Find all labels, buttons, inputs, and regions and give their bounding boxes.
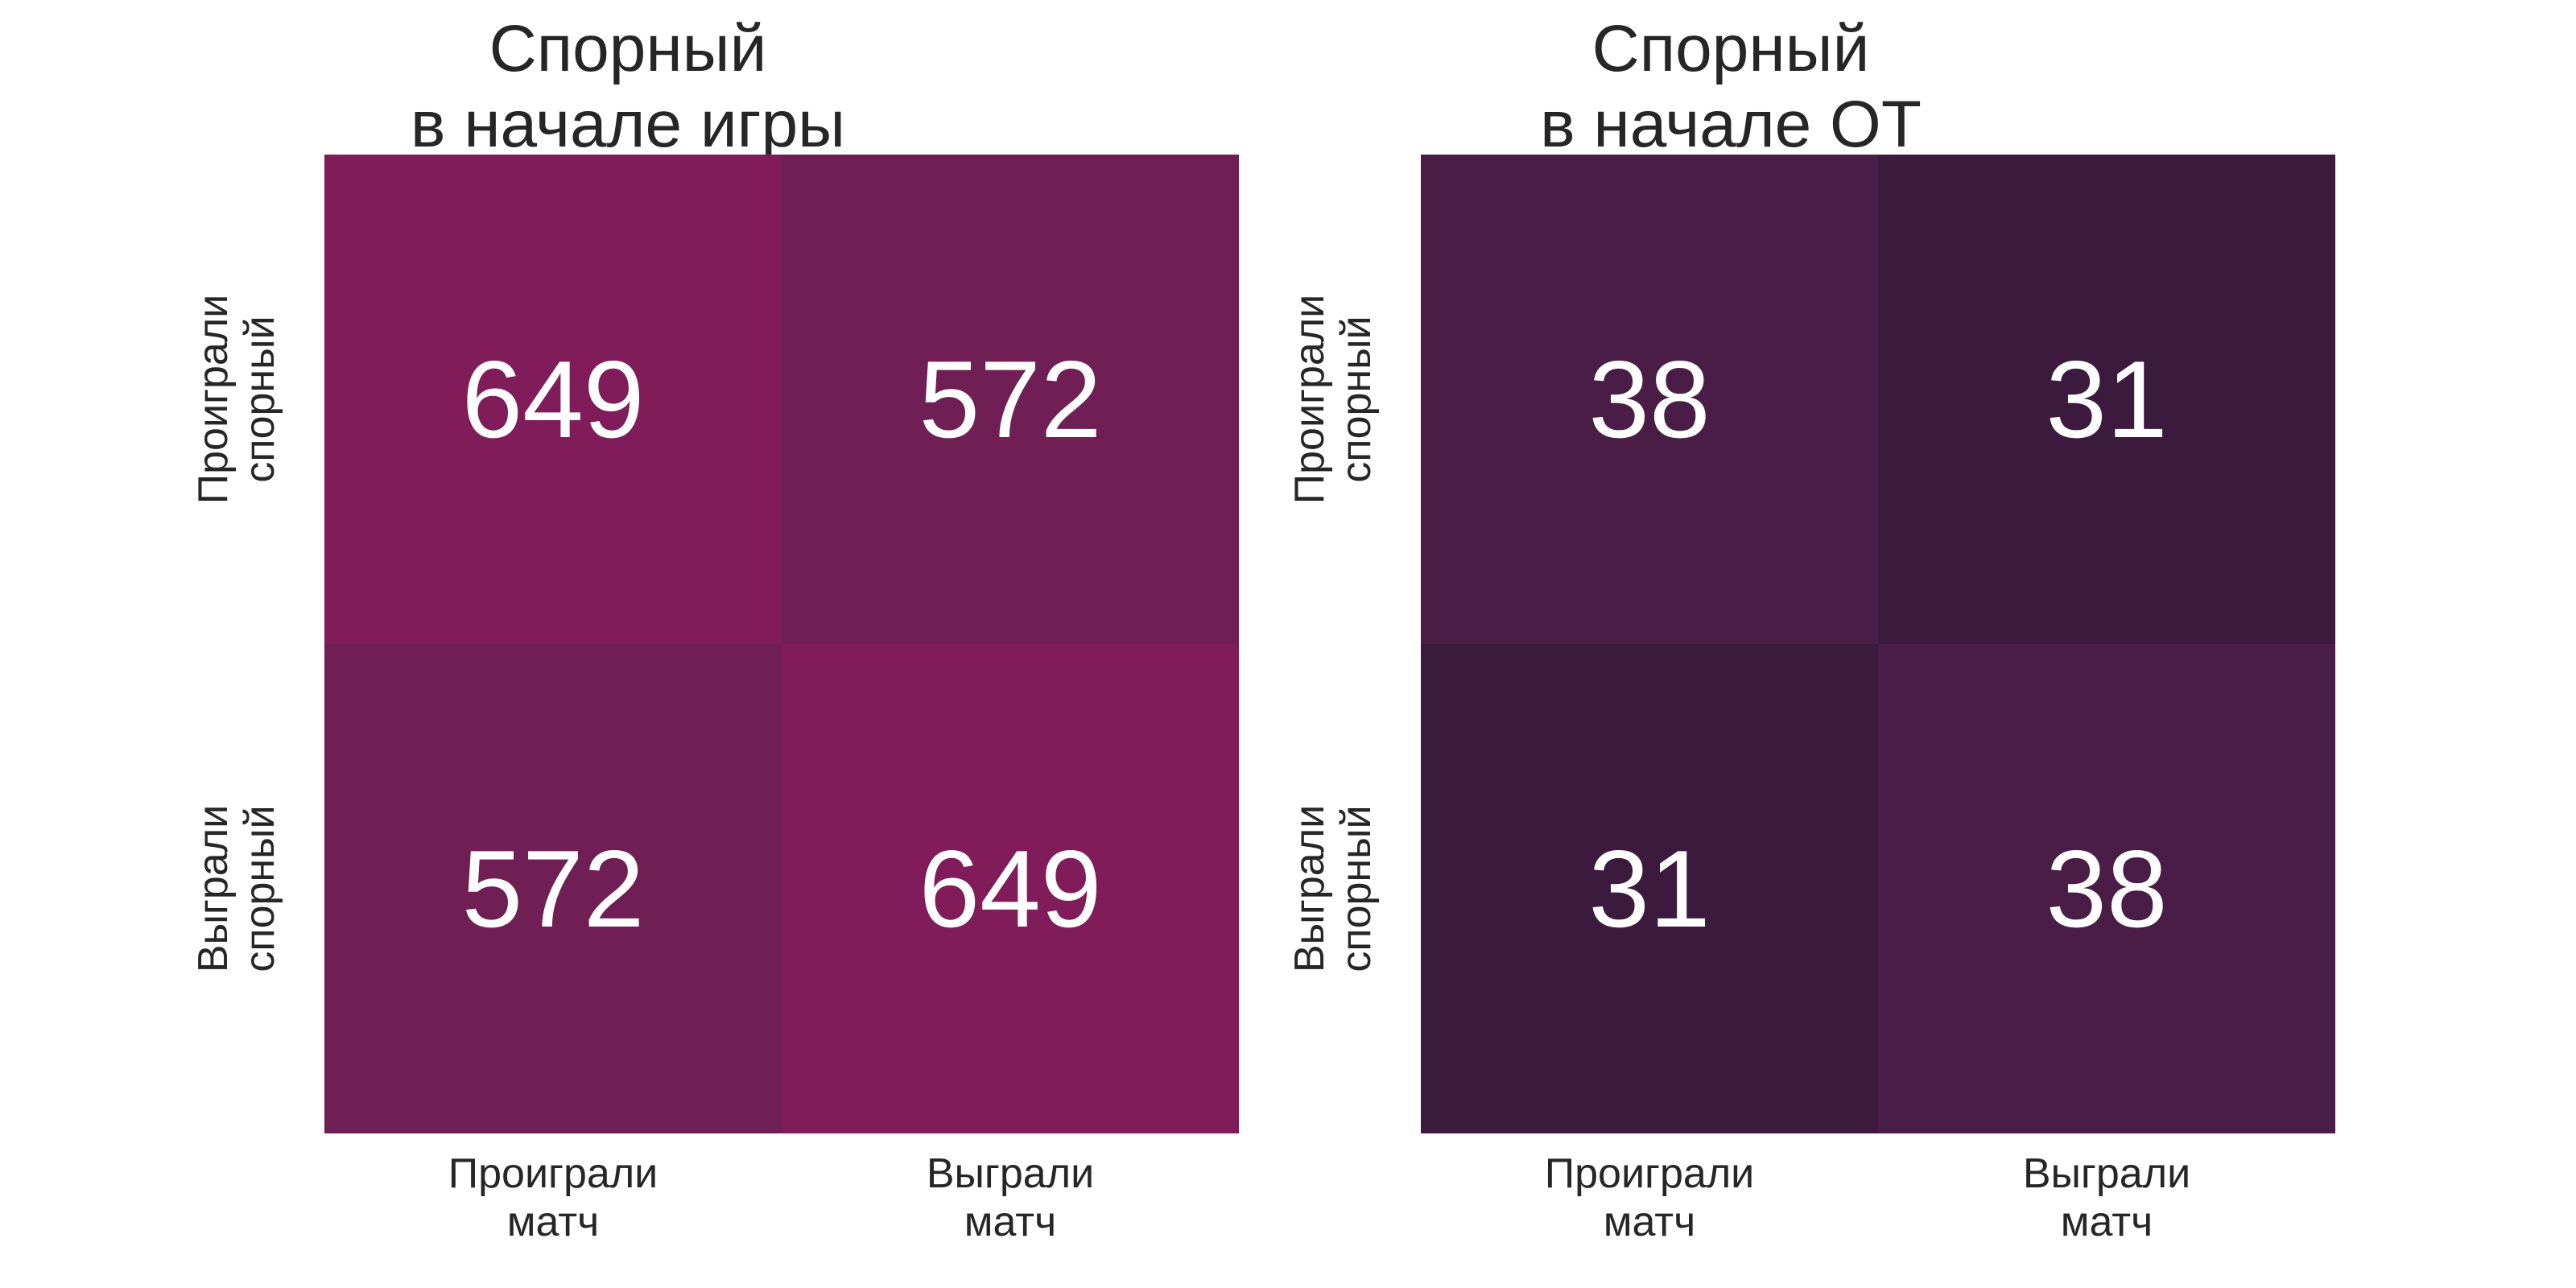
cell-value-label: 31 — [1588, 828, 1711, 950]
y-tick-label: Проиграли спорный — [188, 155, 285, 644]
y-tick-label: Выграли спорный — [188, 644, 285, 1133]
y-tick-line-2: спорный — [1333, 316, 1380, 483]
y-tick-line-1: Выграли — [1286, 804, 1333, 973]
heatmap-cell: 572 — [782, 155, 1239, 644]
heatmap-cell: 31 — [1878, 155, 2335, 644]
x-tick-line-1: Выграли — [926, 1150, 1095, 1197]
chart-title: Спорный в начале игры — [0, 11, 1256, 163]
x-tick-line-2: матч — [506, 1199, 600, 1245]
y-tick-line-1: Проиграли — [190, 294, 237, 505]
heatmap-cell: 649 — [324, 155, 782, 644]
x-tick-label: Выграли матч — [782, 1150, 1239, 1246]
cell-value-label: 38 — [1588, 338, 1711, 460]
x-tick-line-2: матч — [1603, 1199, 1696, 1245]
cell-value-label: 649 — [461, 338, 645, 460]
x-tick-label: Проиграли матч — [1421, 1150, 1878, 1246]
x-tick-line-1: Выграли — [2022, 1150, 2191, 1197]
chart-title-line-2: в начале ОТ — [1540, 88, 1922, 161]
cell-value-label: 38 — [2046, 828, 2168, 950]
heatmap-grid: 38 31 31 38 — [1421, 155, 2335, 1133]
x-tick-label: Выграли матч — [1878, 1150, 2335, 1246]
y-tick-line-2: спорный — [237, 316, 283, 483]
heatmap-cell: 649 — [782, 644, 1239, 1133]
x-tick-line-2: матч — [2060, 1199, 2153, 1245]
heatmap-cell: 38 — [1421, 155, 1878, 644]
x-tick-line-1: Проиграли — [1544, 1150, 1755, 1197]
y-tick-line-2: спорный — [1333, 805, 1380, 972]
heatmap-panel-right: Спорный в начале ОТ 38 31 31 38 Проиграл… — [1103, 0, 2359, 1288]
heatmap-panel-left: Спорный в начале игры 649 572 572 649 Пр… — [0, 0, 1256, 1288]
x-tick-line-1: Проиграли — [448, 1150, 658, 1197]
y-tick-line-1: Выграли — [190, 804, 237, 973]
y-tick-line-2: спорный — [237, 805, 283, 972]
y-tick-label: Выграли спорный — [1285, 644, 1381, 1133]
heatmap-cell: 572 — [324, 644, 782, 1133]
x-tick-line-2: матч — [964, 1199, 1057, 1245]
y-tick-line-1: Проиграли — [1286, 294, 1333, 505]
cell-value-label: 649 — [919, 828, 1102, 950]
x-tick-label: Проиграли матч — [324, 1150, 782, 1246]
heatmap-cell: 38 — [1878, 644, 2335, 1133]
chart-title: Спорный в начале ОТ — [1103, 11, 2359, 163]
cell-value-label: 572 — [461, 828, 645, 950]
chart-title-line-1: Спорный — [1591, 12, 1870, 85]
chart-title-line-1: Спорный — [489, 12, 767, 85]
y-tick-label: Проиграли спорный — [1285, 155, 1381, 644]
heatmap-cell: 31 — [1421, 644, 1878, 1133]
cell-value-label: 572 — [919, 338, 1102, 460]
cell-value-label: 31 — [2046, 338, 2168, 460]
chart-title-line-2: в начале игры — [410, 88, 846, 161]
heatmap-grid: 649 572 572 649 — [324, 155, 1239, 1133]
